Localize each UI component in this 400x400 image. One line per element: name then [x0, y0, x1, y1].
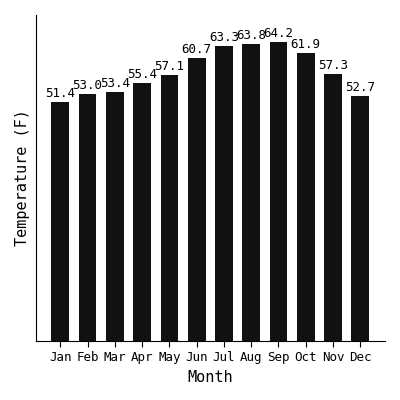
Bar: [188, 58, 206, 341]
Text: 57.3: 57.3: [318, 59, 348, 72]
Bar: [242, 44, 260, 341]
Bar: [106, 92, 124, 341]
Text: 55.4: 55.4: [127, 68, 157, 81]
Bar: [52, 102, 69, 341]
Bar: [270, 42, 287, 341]
Text: 57.1: 57.1: [154, 60, 184, 73]
X-axis label: Month: Month: [188, 370, 233, 385]
Text: 53.0: 53.0: [72, 79, 102, 92]
Text: 53.4: 53.4: [100, 78, 130, 90]
Bar: [324, 74, 342, 341]
Bar: [351, 96, 369, 341]
Bar: [79, 94, 96, 341]
Text: 51.4: 51.4: [45, 87, 75, 100]
Text: 52.7: 52.7: [345, 81, 375, 94]
Bar: [133, 83, 151, 341]
Bar: [215, 46, 233, 341]
Text: 61.9: 61.9: [291, 38, 321, 51]
Text: 63.3: 63.3: [209, 31, 239, 44]
Bar: [297, 53, 314, 341]
Text: 64.2: 64.2: [264, 27, 294, 40]
Text: 60.7: 60.7: [182, 44, 212, 56]
Bar: [160, 75, 178, 341]
Y-axis label: Temperature (F): Temperature (F): [15, 110, 30, 246]
Text: 63.8: 63.8: [236, 29, 266, 42]
